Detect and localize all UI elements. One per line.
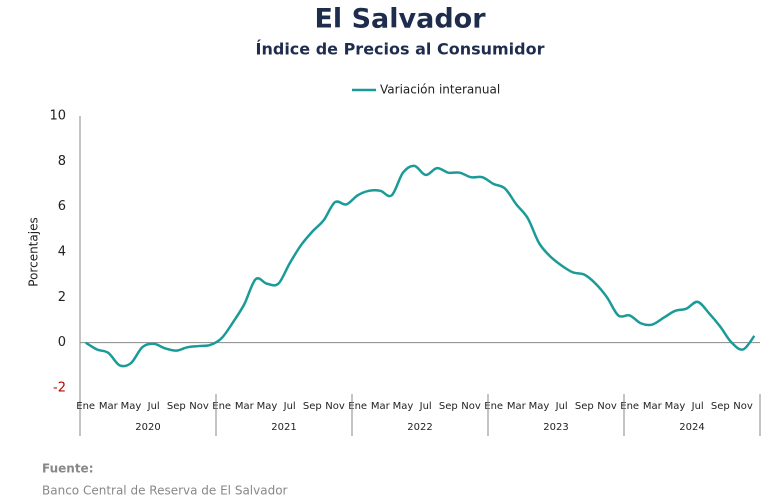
y-tick-label: 10 bbox=[49, 109, 66, 124]
x-tick-label: Nov bbox=[325, 401, 345, 412]
x-tick-label: Jul bbox=[283, 401, 296, 412]
x-tick-label: Nov bbox=[597, 401, 617, 412]
x-tick-label: Ene bbox=[212, 401, 231, 412]
x-tick-label: Sep bbox=[439, 401, 458, 412]
x-tick-label: May bbox=[393, 401, 414, 412]
x-tick-label: Ene bbox=[76, 401, 95, 412]
x-tick-label: Sep bbox=[167, 401, 186, 412]
source: Banco Central de Reserva de El Salvador bbox=[42, 484, 288, 498]
x-tick-label: Sep bbox=[711, 401, 730, 412]
year-label: 2023 bbox=[543, 422, 568, 433]
y-tick-label: -2 bbox=[53, 381, 66, 396]
year-label: 2020 bbox=[135, 422, 160, 433]
x-tick-label: Mar bbox=[371, 401, 391, 412]
y-tick-label: 8 bbox=[58, 154, 66, 169]
source-label: Fuente: bbox=[42, 462, 94, 476]
y-axis-label: Porcentajes bbox=[27, 217, 41, 286]
y-tick-label: 6 bbox=[58, 199, 66, 214]
legend-label: Variación interanual bbox=[380, 83, 500, 97]
year-label: 2021 bbox=[271, 422, 296, 433]
x-tick-label: Ene bbox=[620, 401, 639, 412]
x-tick-label: Nov bbox=[733, 401, 753, 412]
x-tick-label: May bbox=[257, 401, 278, 412]
x-tick-label: Nov bbox=[461, 401, 481, 412]
y-tick-label: 2 bbox=[58, 290, 66, 305]
x-tick-label: Jul bbox=[555, 401, 568, 412]
x-tick-label: Mar bbox=[643, 401, 663, 412]
chart-title: El Salvador bbox=[314, 4, 486, 35]
year-label: 2022 bbox=[407, 422, 432, 433]
x-tick-label: Mar bbox=[235, 401, 255, 412]
x-tick-label: May bbox=[121, 401, 142, 412]
line bbox=[85, 164, 756, 368]
x-tick-label: May bbox=[529, 401, 550, 412]
y-tick-label: 4 bbox=[58, 245, 66, 260]
y-tick-label: 0 bbox=[58, 335, 66, 350]
x-tick-label: May bbox=[665, 401, 686, 412]
year-label: 2024 bbox=[679, 422, 704, 433]
x-tick-label: Sep bbox=[303, 401, 322, 412]
x-tick-label: Ene bbox=[348, 401, 367, 412]
x-tick-label: Mar bbox=[99, 401, 119, 412]
x-tick-label: Jul bbox=[147, 401, 160, 412]
chart-subtitle: Índice de Precios al Consumidor bbox=[256, 40, 545, 59]
x-tick-label: Ene bbox=[484, 401, 503, 412]
x-tick-label: Jul bbox=[419, 401, 432, 412]
x-tick-label: Mar bbox=[507, 401, 527, 412]
x-tick-label: Jul bbox=[691, 401, 704, 412]
x-tick-label: Sep bbox=[575, 401, 594, 412]
x-tick-label: Nov bbox=[189, 401, 209, 412]
